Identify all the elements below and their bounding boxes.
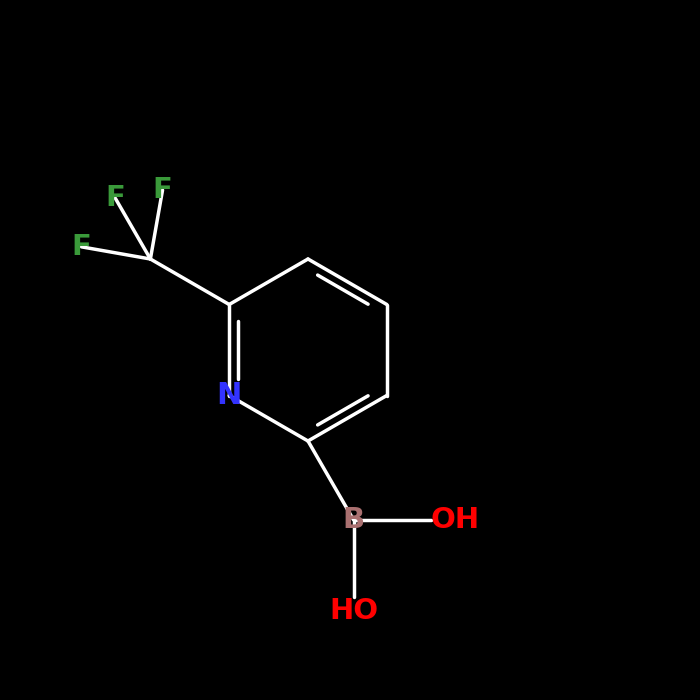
- Text: F: F: [71, 233, 92, 261]
- Text: OH: OH: [430, 506, 480, 534]
- Text: F: F: [106, 184, 125, 212]
- Text: B: B: [342, 506, 365, 534]
- Text: N: N: [216, 381, 242, 410]
- Text: HO: HO: [329, 597, 378, 625]
- Text: F: F: [153, 176, 172, 204]
